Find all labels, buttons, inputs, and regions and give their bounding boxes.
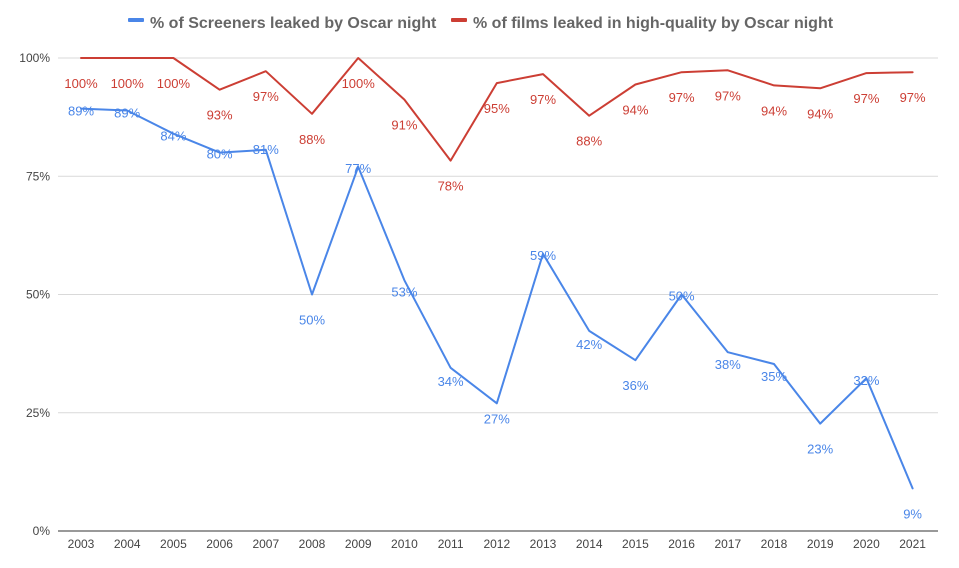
x-tick-label: 2006	[206, 537, 233, 551]
data-label-high-quality: 93%	[207, 108, 233, 123]
x-tick-label: 2020	[853, 537, 880, 551]
data-label-high-quality: 100%	[64, 76, 98, 91]
legend-swatch-screeners	[128, 18, 144, 22]
data-label-high-quality: 97%	[715, 88, 741, 103]
y-tick-label: 75%	[26, 169, 50, 183]
x-tick-label: 2007	[252, 537, 279, 551]
x-tick-label: 2016	[668, 537, 695, 551]
data-label-screeners: 27%	[484, 411, 510, 426]
gridlines	[58, 57, 938, 414]
x-tick-label: 2011	[438, 537, 464, 551]
legend-item-high-quality: % of films leaked in high-quality by Osc…	[451, 15, 834, 32]
series-line-screeners	[80, 107, 914, 490]
legend: % of Screeners leaked by Oscar night % o…	[128, 15, 834, 32]
x-tick-label: 2005	[160, 537, 187, 551]
data-label-screeners: 38%	[715, 357, 741, 372]
data-label-high-quality: 88%	[576, 134, 602, 149]
x-tick-label: 2014	[576, 537, 603, 551]
data-label-screeners: 32%	[853, 373, 879, 388]
data-label-high-quality: 100%	[111, 76, 145, 91]
data-label-high-quality: 97%	[853, 91, 879, 106]
data-label-high-quality: 94%	[622, 102, 648, 117]
legend-swatch-high-quality	[451, 18, 467, 22]
x-tick-label: 2021	[899, 537, 926, 551]
x-tick-label: 2015	[622, 537, 649, 551]
x-tick-label: 2010	[391, 537, 418, 551]
data-label-screeners: 50%	[299, 313, 325, 328]
y-tick-label: 50%	[26, 288, 50, 302]
data-label-high-quality: 88%	[299, 132, 325, 147]
data-label-screeners: 89%	[68, 104, 94, 119]
data-label-high-quality: 94%	[761, 103, 787, 118]
x-tick-label: 2013	[530, 537, 557, 551]
data-label-high-quality: 97%	[253, 89, 279, 104]
legend-label-screeners: % of Screeners leaked by Oscar night	[150, 15, 437, 32]
data-label-screeners: 80%	[207, 147, 233, 162]
data-label-high-quality: 95%	[484, 101, 510, 116]
x-tick-label: 2019	[807, 537, 834, 551]
data-label-screeners: 81%	[253, 142, 279, 157]
data-label-high-quality: 97%	[669, 90, 695, 105]
data-label-high-quality: 97%	[900, 90, 926, 105]
series-line-high-quality	[80, 57, 914, 162]
data-label-screeners: 77%	[345, 161, 371, 176]
data-label-screeners: 50%	[669, 289, 695, 304]
data-label-screeners: 59%	[530, 248, 556, 263]
legend-label-high-quality: % of films leaked in high-quality by Osc…	[473, 15, 834, 32]
legend-item-screeners: % of Screeners leaked by Oscar night	[128, 15, 437, 32]
data-label-screeners: 23%	[807, 442, 833, 457]
data-label-high-quality: 94%	[807, 106, 833, 121]
data-label-screeners: 9%	[903, 506, 922, 521]
data-label-screeners: 35%	[761, 369, 787, 384]
x-tick-label: 2008	[299, 537, 326, 551]
x-tick-label: 2017	[714, 537, 741, 551]
data-label-high-quality: 78%	[438, 179, 464, 194]
y-tick-label: 0%	[33, 524, 51, 538]
x-tick-label: 2009	[345, 537, 372, 551]
data-label-screeners: 42%	[576, 337, 602, 352]
x-tick-label: 2003	[68, 537, 95, 551]
y-tick-label: 100%	[19, 51, 50, 65]
data-labels: 89% 89% 84% 80% 81% 50% 77% 53% 34% 27% 59% 42% 36% 5…	[64, 76, 926, 521]
y-tick-label: 25%	[26, 406, 50, 420]
x-tick-label: 2012	[483, 537, 510, 551]
data-label-screeners: 89%	[114, 106, 140, 121]
data-label-high-quality: 100%	[342, 76, 376, 91]
x-tick-label: 2004	[114, 537, 141, 551]
x-tick-label: 2018	[761, 537, 788, 551]
axes: 0% 25% 50% 75% 100% 2003 2004 2005 2006 2007 2008 2…	[19, 51, 938, 551]
data-label-high-quality: 97%	[530, 92, 556, 107]
data-label-high-quality: 100%	[157, 76, 191, 91]
data-label-screeners: 36%	[622, 378, 648, 393]
data-label-high-quality: 91%	[391, 118, 417, 133]
data-label-screeners: 53%	[391, 284, 417, 299]
series-lines	[80, 57, 914, 490]
data-label-screeners: 84%	[160, 129, 186, 144]
data-label-screeners: 34%	[438, 374, 464, 389]
